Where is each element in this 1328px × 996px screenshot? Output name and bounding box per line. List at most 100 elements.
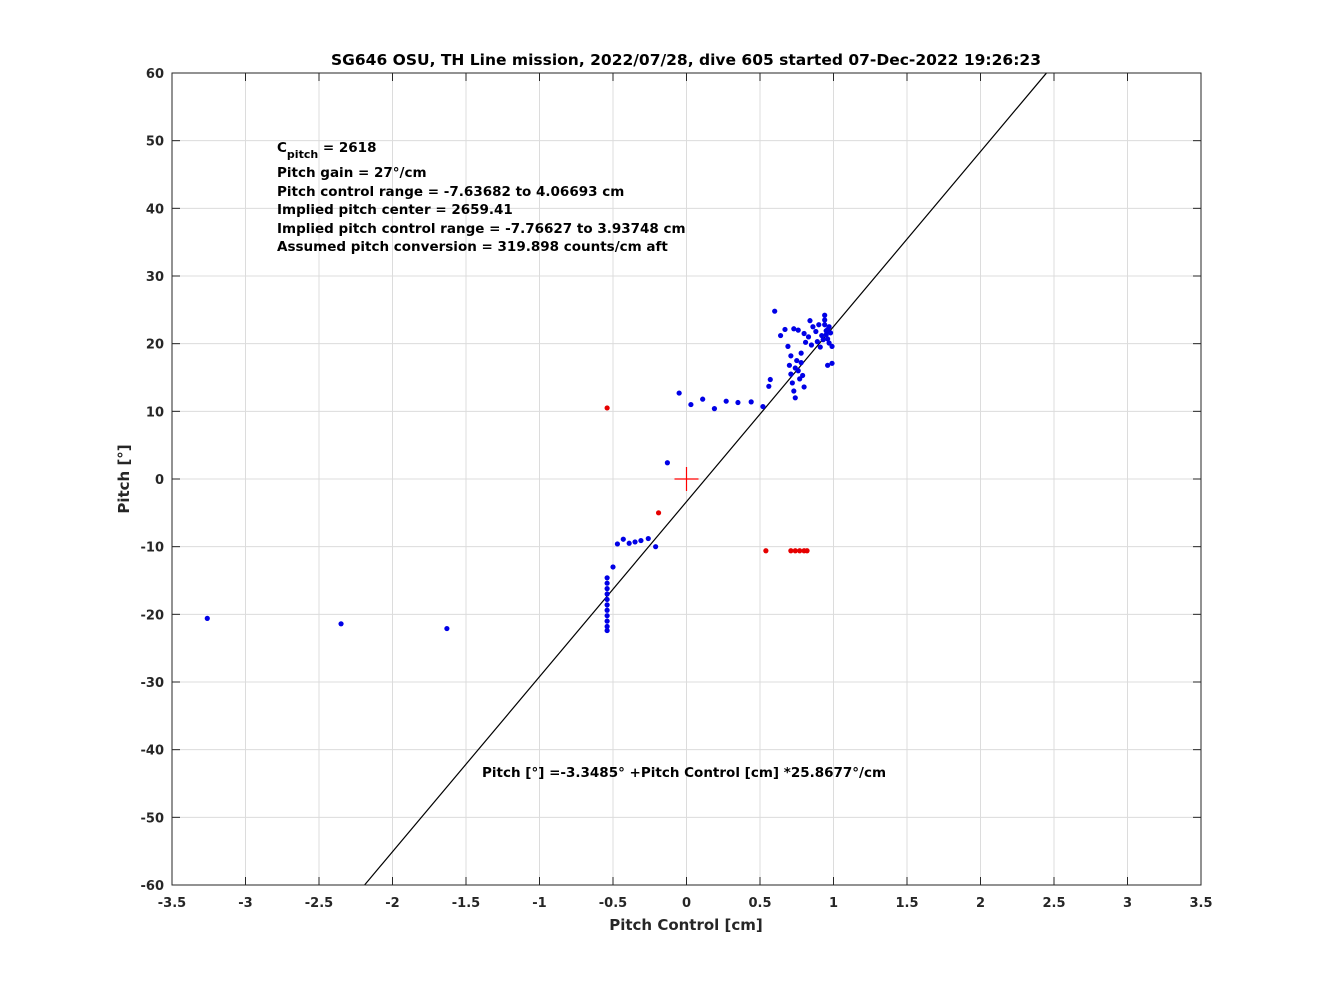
cpitch-subscript: pitch bbox=[287, 148, 318, 161]
axis-ticks bbox=[171, 72, 1202, 886]
data-point-blue bbox=[604, 607, 610, 613]
x-tick-label: 3 bbox=[1123, 896, 1132, 911]
implied-pitch-control-range-annotation: Implied pitch control range = -7.76627 t… bbox=[277, 221, 686, 237]
data-point-blue bbox=[766, 383, 772, 389]
data-point-blue bbox=[604, 586, 610, 592]
data-point-blue bbox=[604, 575, 610, 581]
data-point-blue bbox=[822, 317, 828, 323]
data-point-blue bbox=[748, 399, 754, 405]
data-point-blue bbox=[604, 618, 610, 624]
data-point-blue bbox=[797, 376, 803, 382]
data-point-blue bbox=[772, 308, 778, 314]
data-point-blue bbox=[825, 362, 831, 368]
data-point-blue bbox=[814, 339, 820, 345]
data-point-blue bbox=[808, 342, 815, 348]
x-tick-label: -0.5 bbox=[599, 896, 627, 911]
data-point-blue bbox=[786, 362, 793, 368]
data-point-blue bbox=[204, 615, 210, 621]
x-tick-label: -1.5 bbox=[452, 896, 480, 911]
data-point-blue bbox=[735, 399, 741, 406]
data-point-blue bbox=[825, 336, 831, 342]
data-point-red bbox=[788, 548, 794, 554]
y-tick-label: 60 bbox=[146, 67, 164, 82]
data-point-blue bbox=[664, 460, 670, 466]
x-tick-labels: -3.5 -3 -2.5 -2 -1.5 -1 -0.5 0 0.5 1 1.5 2 2.5 3 3.5 bbox=[158, 896, 1213, 911]
data-point-blue bbox=[604, 623, 610, 630]
x-tick-label: 1.5 bbox=[895, 896, 918, 911]
data-point-blue bbox=[827, 330, 834, 336]
data-point-blue bbox=[807, 318, 813, 324]
fit-line bbox=[364, 72, 1048, 886]
data-point-blue bbox=[782, 326, 788, 333]
y-tick-label: -50 bbox=[141, 811, 165, 826]
data-point-blue bbox=[791, 326, 797, 332]
data-point-blue bbox=[610, 564, 616, 570]
data-point-blue bbox=[788, 353, 794, 359]
y-tick-label: 10 bbox=[146, 405, 164, 420]
y-tick-label: 50 bbox=[146, 135, 164, 150]
data-point-blue bbox=[645, 535, 651, 542]
y-tick-label: -20 bbox=[141, 608, 165, 623]
data-point-red bbox=[763, 548, 769, 554]
y-tick-label: 40 bbox=[146, 202, 164, 217]
y-tick-label: -60 bbox=[141, 879, 165, 894]
x-tick-label: -3.5 bbox=[158, 896, 186, 911]
data-point-blue bbox=[767, 376, 773, 383]
data-point-blue bbox=[604, 580, 610, 586]
x-axis-title: Pitch Control [cm] bbox=[609, 916, 763, 934]
data-point-red bbox=[804, 548, 810, 554]
data-point-red bbox=[655, 510, 662, 516]
cpitch-annotation: Cpitch = 2618 bbox=[277, 140, 376, 161]
data-point-red bbox=[604, 405, 610, 411]
pitch-conversion-annotation: Assumed pitch conversion = 319.898 count… bbox=[277, 239, 668, 255]
fit-line-layer bbox=[364, 72, 1048, 886]
cpitch-value: = 2618 bbox=[318, 140, 376, 156]
pitch-control-range-annotation: Pitch control range = -7.63682 to 4.0669… bbox=[277, 184, 624, 200]
data-point-blue bbox=[795, 327, 801, 333]
data-point-blue bbox=[802, 339, 809, 345]
parameter-annotation: Cpitch = 2618 Pitch gain = 27°/cm Pitch … bbox=[277, 140, 686, 255]
data-point-red bbox=[797, 548, 803, 554]
data-point-blue bbox=[813, 328, 819, 335]
chart-title: SG646 OSU, TH Line mission, 2022/07/28, … bbox=[331, 51, 1041, 69]
data-point-blue bbox=[805, 334, 812, 340]
data-point-blue bbox=[823, 332, 829, 338]
data-point-blue bbox=[604, 602, 610, 608]
data-point-blue bbox=[820, 337, 826, 343]
y-tick-label: 20 bbox=[146, 338, 164, 353]
data-point-red bbox=[792, 548, 798, 554]
data-point-blue bbox=[676, 390, 682, 396]
data-point-blue bbox=[810, 324, 816, 330]
x-tick-label: 0 bbox=[682, 896, 691, 911]
data-point-blue bbox=[604, 627, 610, 634]
center-marker-layer bbox=[674, 467, 699, 491]
data-point-blue bbox=[816, 322, 822, 328]
y-tick-label: -10 bbox=[141, 541, 165, 556]
data-point-blue bbox=[338, 621, 344, 627]
data-point-blue bbox=[777, 332, 784, 339]
data-point-blue bbox=[653, 544, 659, 550]
x-tick-label: 2 bbox=[976, 896, 985, 911]
cpitch-symbol: C bbox=[277, 140, 287, 156]
data-point-blue bbox=[604, 591, 610, 597]
grid-lines bbox=[172, 73, 1201, 885]
data-point-blue bbox=[688, 401, 694, 408]
data-point-blue bbox=[789, 380, 795, 386]
y-tick-label: 30 bbox=[146, 270, 164, 285]
data-point-blue bbox=[829, 360, 835, 366]
data-point-blue bbox=[785, 343, 791, 349]
data-point-blue bbox=[626, 540, 632, 546]
x-tick-label: 2.5 bbox=[1042, 896, 1065, 911]
data-point-blue bbox=[819, 332, 825, 339]
data-points-layer bbox=[204, 308, 835, 634]
data-point-blue bbox=[822, 312, 828, 318]
y-tick-label: -40 bbox=[141, 744, 165, 759]
data-point-blue bbox=[800, 372, 806, 379]
data-point-blue bbox=[700, 396, 706, 402]
data-point-blue bbox=[829, 343, 835, 349]
data-point-blue bbox=[638, 537, 644, 544]
data-point-blue bbox=[760, 403, 766, 410]
implied-pitch-center-annotation: Implied pitch center = 2659.41 bbox=[277, 202, 513, 218]
y-tick-labels: -60 -50 -40 -30 -20 -10 0 10 20 30 40 50 60 bbox=[141, 67, 165, 894]
